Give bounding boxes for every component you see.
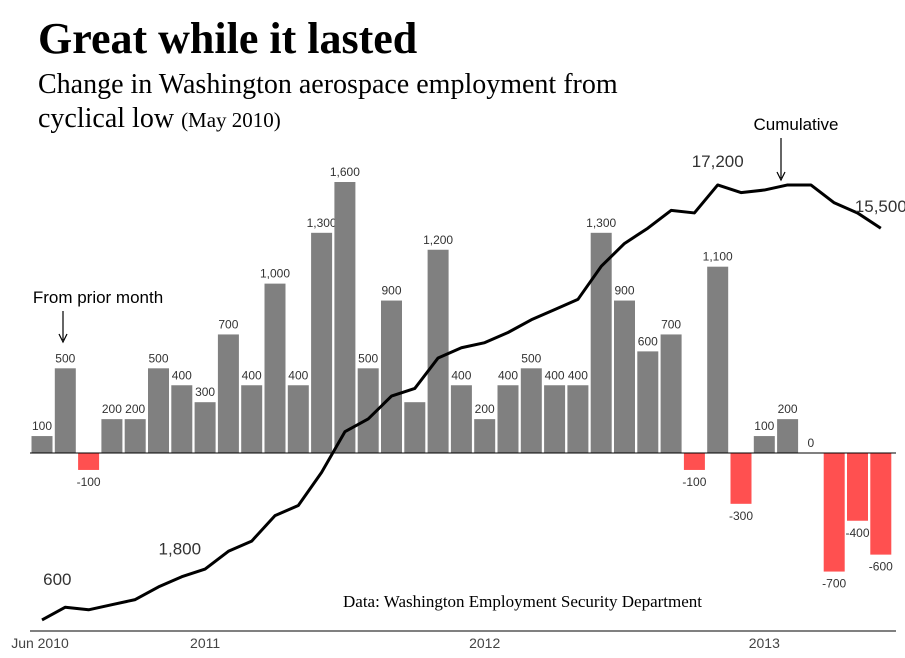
bar-data-label: -100	[682, 475, 706, 489]
bar-data-label: 1,100	[703, 250, 733, 264]
bar-data-label: -600	[869, 560, 893, 574]
bar	[847, 453, 868, 521]
line-series-annotation: Cumulative	[753, 115, 838, 134]
bar-series-annotation: From prior month	[33, 288, 163, 307]
bar-data-label: 400	[451, 368, 471, 382]
x-tick-label: 2011	[190, 635, 220, 651]
bar-data-label: 400	[242, 368, 262, 382]
bar-data-label: 500	[55, 351, 75, 365]
bar	[497, 385, 519, 453]
bar	[870, 453, 892, 555]
x-tick-label: 2013	[749, 635, 780, 651]
bar-data-label: 400	[288, 368, 308, 382]
bar-data-label: -700	[822, 577, 846, 591]
bar	[637, 351, 659, 453]
bar	[707, 266, 729, 453]
bar-data-label: 400	[172, 368, 192, 382]
bar	[590, 232, 612, 453]
cumulative-point-label: 17,200	[692, 152, 744, 171]
bar-data-label: 400	[498, 368, 518, 382]
bar	[427, 249, 449, 453]
bar	[823, 453, 845, 572]
bar-data-label: 1,000	[260, 267, 290, 281]
bar-data-label: 700	[218, 317, 238, 331]
bar	[381, 300, 402, 453]
bar	[567, 385, 589, 453]
bar-data-label: 500	[358, 351, 378, 365]
bar-data-label: 900	[381, 284, 401, 298]
bar	[520, 368, 542, 453]
cumulative-point-label: 15,500	[855, 197, 905, 216]
bar	[241, 385, 263, 453]
chart-title: Great while it lasted	[38, 14, 418, 63]
x-tick-label: Jun 2010	[11, 635, 69, 651]
bar-data-label: 1,200	[423, 233, 453, 247]
bar-data-label: -100	[77, 475, 101, 489]
bar	[334, 182, 356, 453]
bar	[753, 436, 775, 453]
subtitle-note: (May 2010)	[181, 108, 281, 132]
source-note: Data: Washington Employment Security Dep…	[343, 592, 703, 611]
bar	[194, 402, 216, 453]
bar	[148, 368, 169, 453]
bar	[287, 385, 309, 453]
bar	[78, 453, 100, 470]
bar	[217, 334, 239, 453]
bar-data-label: -300	[729, 509, 753, 523]
bar-data-label: 100	[32, 419, 52, 433]
bar	[730, 453, 752, 504]
bar-data-label: 500	[521, 351, 541, 365]
bar	[660, 334, 682, 453]
bar-data-label: 400	[568, 368, 588, 382]
bar-data-label: 0	[808, 436, 815, 450]
bar	[614, 300, 635, 453]
subtitle-text: Change in Washington aerospace employmen…	[38, 69, 618, 134]
bar	[777, 419, 799, 453]
bar	[474, 419, 496, 453]
bar-data-label: 1,300	[586, 216, 616, 230]
bar-data-label: 600	[638, 334, 658, 348]
x-tick-label: 2012	[469, 635, 500, 651]
cumulative-point-label: 600	[43, 570, 71, 589]
bar-data-label: 200	[102, 402, 122, 416]
bar	[544, 385, 566, 453]
bar	[311, 232, 333, 453]
bar-data-label: 400	[545, 368, 565, 382]
bar-data-label: 200	[778, 402, 798, 416]
bar-data-label: 1,600	[330, 165, 360, 179]
bar-data-label: 900	[614, 284, 634, 298]
bar	[101, 419, 123, 453]
bar-data-label: 1,300	[307, 216, 337, 230]
bar-data-label: 300	[195, 385, 215, 399]
bar-data-label: 200	[475, 402, 495, 416]
bar	[404, 402, 426, 453]
bar	[171, 385, 193, 453]
bar	[450, 385, 472, 453]
cumulative-point-label: 1,800	[159, 540, 202, 559]
bar	[31, 436, 53, 453]
bar-data-label: 200	[125, 402, 145, 416]
cumulative-line	[41, 183, 882, 622]
bar-data-label: 700	[661, 317, 681, 331]
bar	[124, 419, 146, 453]
bar-data-label: 100	[754, 419, 774, 433]
annotation-arrowhead	[776, 171, 786, 182]
bar-data-label: 500	[148, 351, 168, 365]
bar	[683, 453, 705, 470]
chart-subtitle: Change in Washington aerospace employmen…	[38, 68, 678, 137]
bar	[264, 283, 286, 453]
bar	[357, 368, 379, 453]
bar-data-label: -400	[845, 526, 869, 540]
annotation-arrowhead	[58, 333, 68, 344]
bar	[54, 368, 76, 453]
